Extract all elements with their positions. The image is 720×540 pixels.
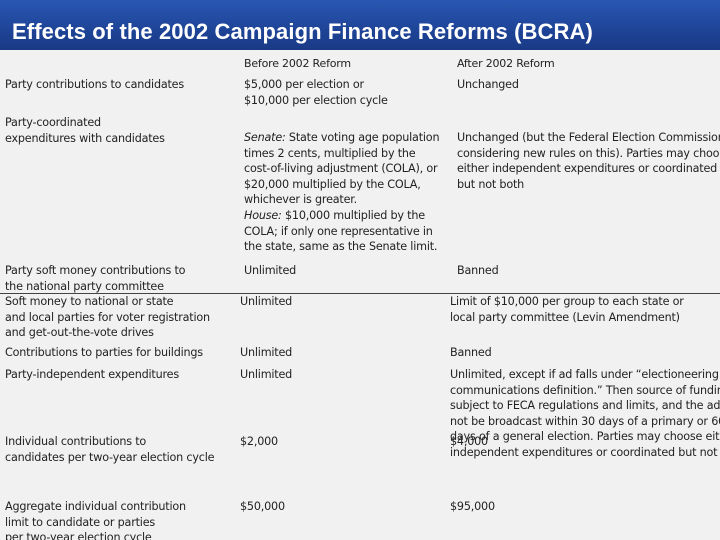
column-header-before: Before 2002 Reform: [244, 57, 351, 70]
row-label: Party-independent expenditures: [5, 368, 179, 381]
column-header-after: After 2002 Reform: [457, 57, 555, 70]
title-bar: Effects of the 2002 Campaign Finance Ref…: [0, 0, 720, 50]
before-value: $5,000 per election or $10,000 per elect…: [244, 78, 388, 107]
after-value: $95,000: [450, 500, 495, 513]
before-value: Unlimited: [244, 264, 297, 277]
table-divider: [0, 293, 720, 294]
row-label: Party-coordinated expenditures with cand…: [5, 116, 165, 145]
house-label: House:: [244, 208, 282, 222]
row-label: Soft money to national or state and loca…: [5, 295, 210, 340]
senate-label: Senate:: [244, 131, 286, 144]
row-label: Individual contributions to candidates p…: [5, 435, 215, 464]
after-value: $4,000: [450, 435, 488, 448]
after-value: Banned: [450, 346, 492, 359]
before-value: Unlimited: [240, 368, 293, 381]
row-label: Party contributions to candidates: [5, 78, 184, 91]
before-value: Unlimited: [240, 346, 293, 359]
after-value: Banned: [457, 264, 499, 277]
after-value: Unchanged: [457, 78, 519, 91]
row-label: Contributions to parties for buildings: [5, 346, 203, 359]
reform-table: Before 2002 Reform After 2002 Reform Par…: [0, 50, 720, 540]
after-value: Unchanged (but the Federal Election Comm…: [457, 131, 720, 191]
after-value: Unlimited, except if ad falls under “ele…: [450, 368, 720, 459]
before-value: $2,000: [240, 435, 278, 448]
before-value: Unlimited: [240, 295, 293, 308]
before-value: Senate: State voting age population time…: [244, 131, 440, 254]
slide-title: Effects of the 2002 Campaign Finance Ref…: [12, 19, 593, 44]
before-value: $50,000: [240, 500, 285, 513]
after-value: Limit of $10,000 per group to each state…: [450, 295, 684, 324]
row-label: Party soft money contributions to the na…: [5, 264, 186, 293]
row-label: Aggregate individual contribution limit …: [5, 500, 186, 540]
